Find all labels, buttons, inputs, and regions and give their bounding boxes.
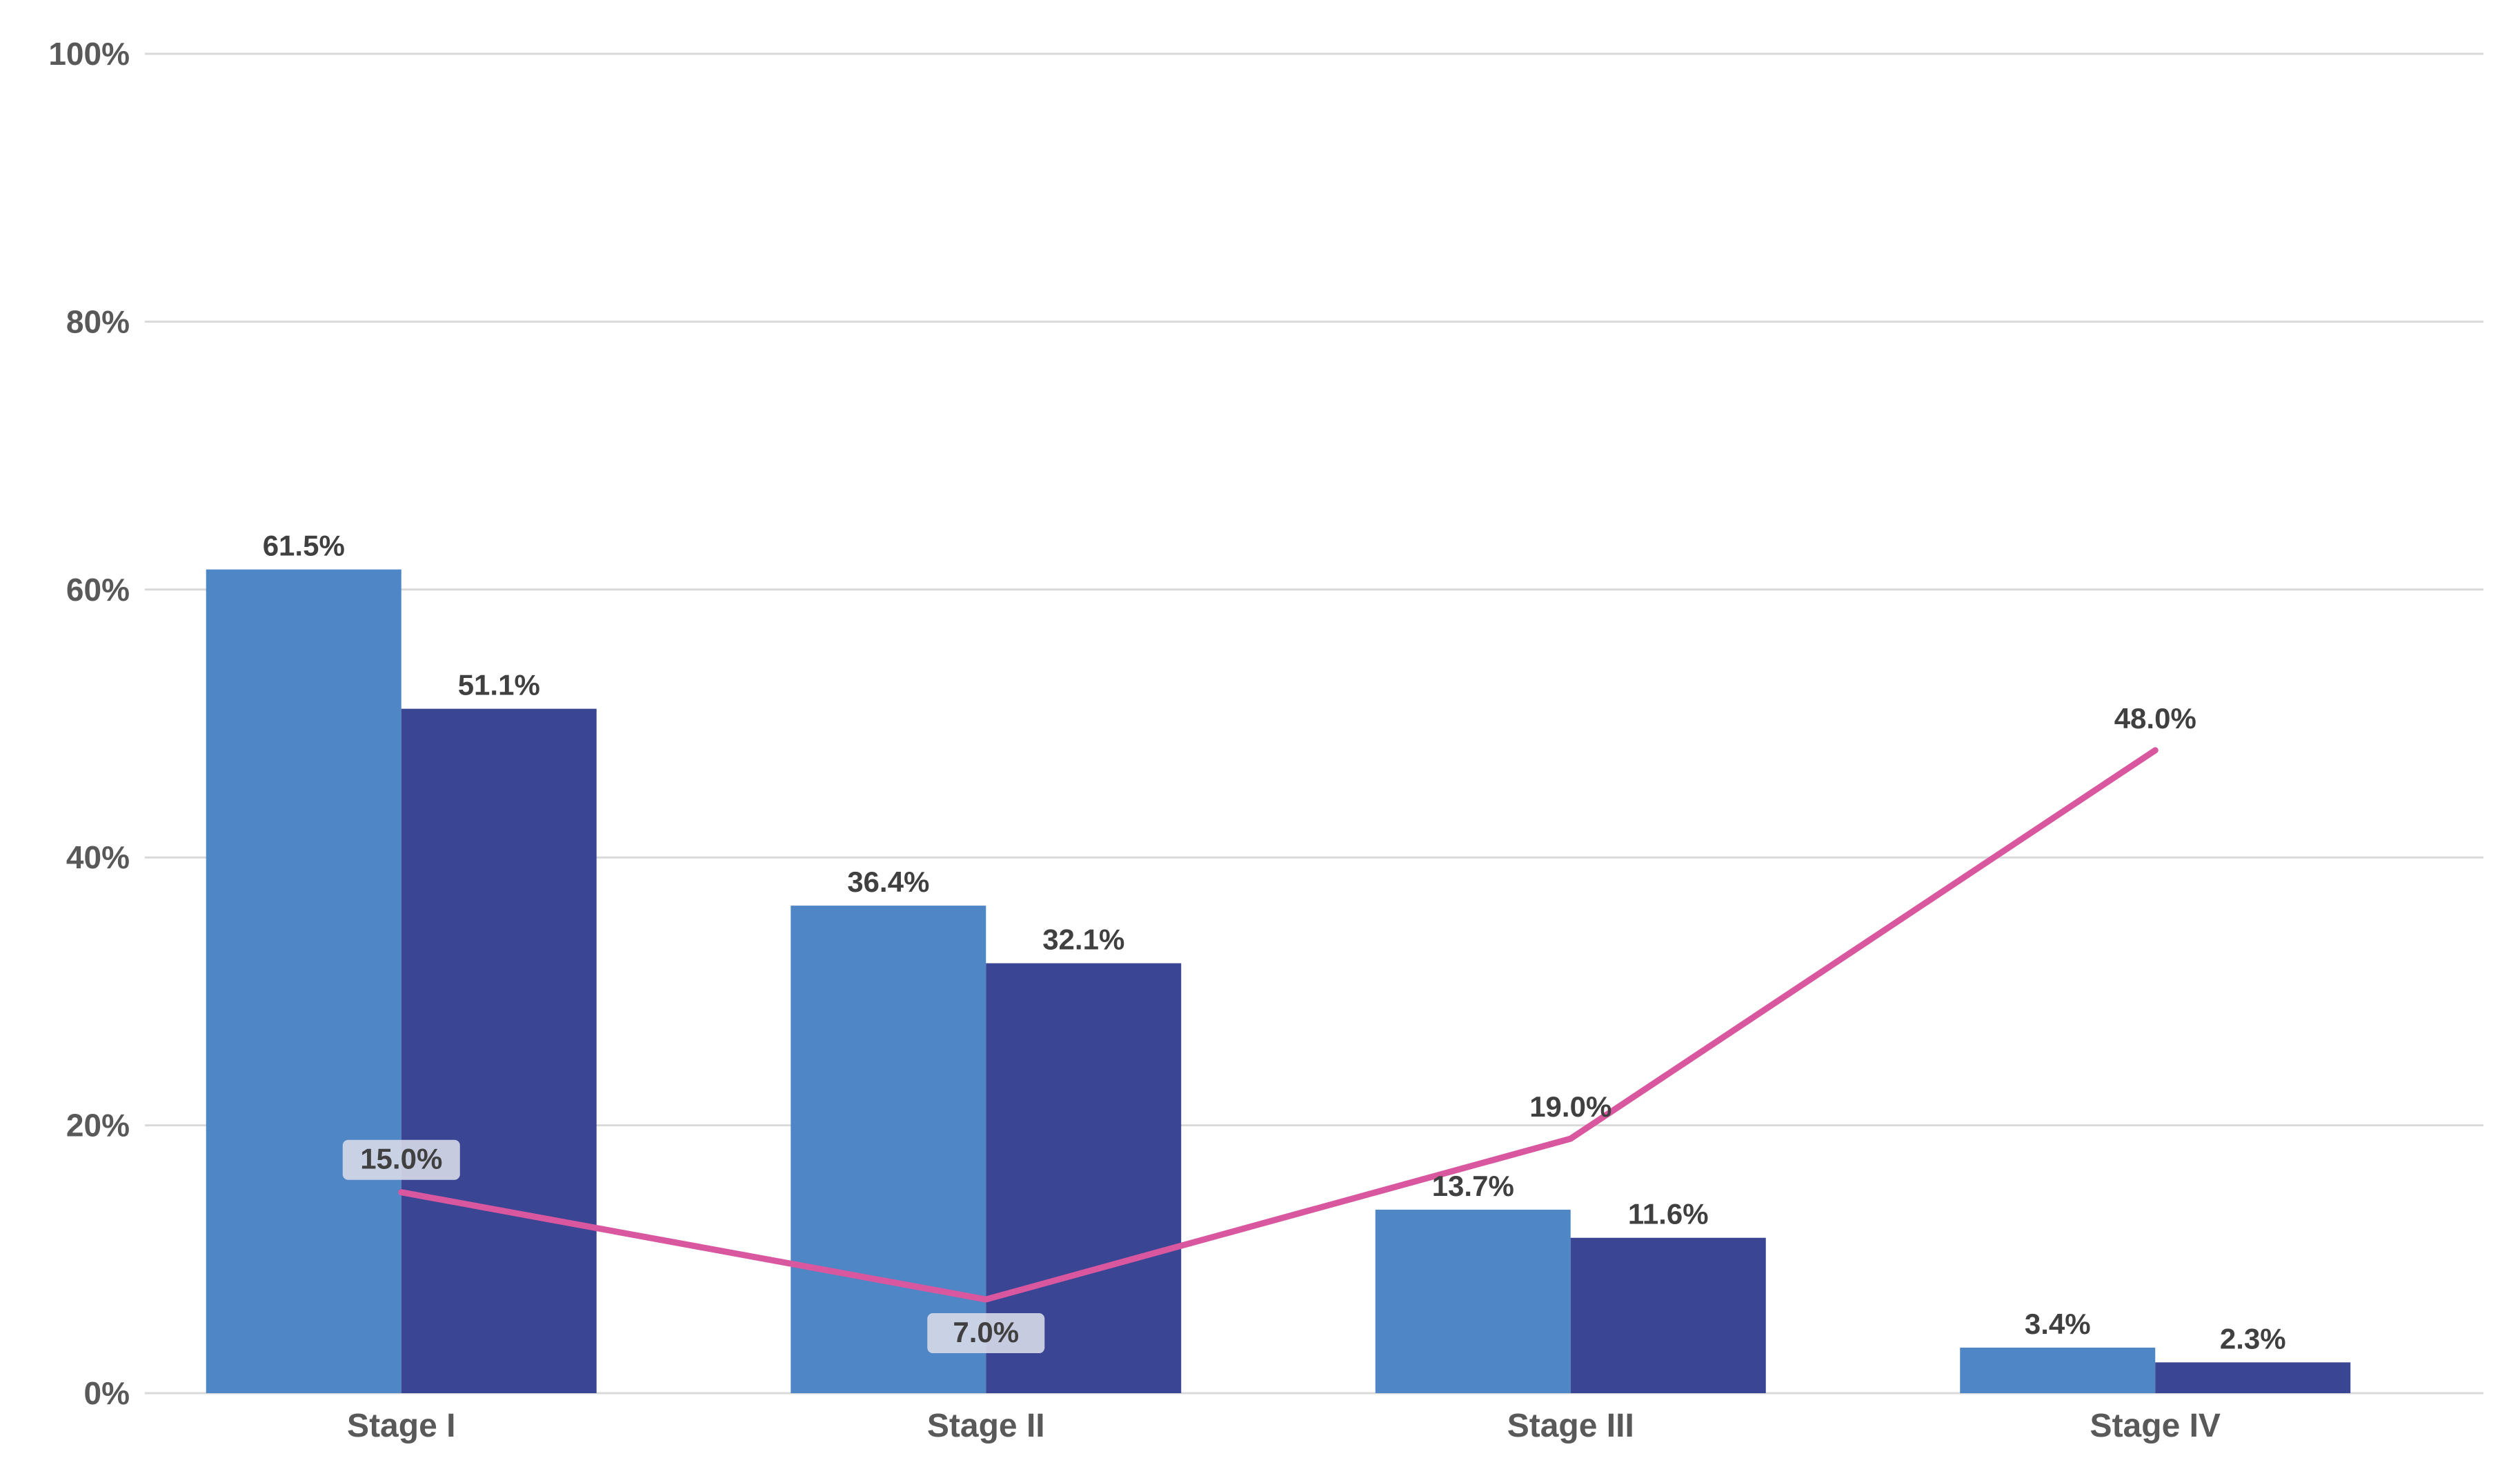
bar xyxy=(1960,1347,2156,1393)
line-label-background xyxy=(927,1313,1045,1354)
y-axis: 0% 20% 40% 60% 80% 100% xyxy=(48,36,130,1411)
y-tick-label: 80% xyxy=(66,303,130,339)
x-tick-label: Stage II xyxy=(927,1408,1045,1444)
y-tick-label: 100% xyxy=(48,36,130,72)
bar-value-label: 11.6% xyxy=(1628,1198,1709,1230)
y-tick-label: 40% xyxy=(66,839,130,875)
y-tick-label: 20% xyxy=(66,1108,130,1144)
bar xyxy=(1375,1209,1571,1393)
line-series xyxy=(398,747,2159,1303)
bar-value-label: 32.1% xyxy=(1042,923,1124,956)
bar xyxy=(1570,1237,1766,1393)
line-value-label: 7.0% xyxy=(953,1316,1019,1348)
data-labels: 61.5% 36.4% 13.7% 3.4% 51.1% 32.1% 11.6% 2.3% 15… xyxy=(263,530,2286,1355)
y-tick-label: 0% xyxy=(84,1375,130,1411)
bar xyxy=(206,569,401,1394)
bar-value-label: 3.4% xyxy=(2025,1308,2091,1340)
y-tick-label: 60% xyxy=(66,572,130,608)
bar-value-label: 61.5% xyxy=(263,530,345,562)
x-tick-label: Stage I xyxy=(347,1408,455,1444)
x-axis: Stage I Stage II Stage III Stage IV xyxy=(347,1408,2221,1444)
bar xyxy=(791,906,986,1393)
line-value-label: 19.0% xyxy=(1529,1090,1611,1123)
x-tick-label: Stage III xyxy=(1507,1408,1634,1444)
bar-value-label: 13.7% xyxy=(1432,1170,1514,1202)
line-value-label: 15.0% xyxy=(360,1143,442,1175)
x-tick-label: Stage IV xyxy=(2090,1408,2221,1444)
line-label-background xyxy=(342,1139,460,1180)
line-series-path xyxy=(398,747,2159,1303)
bar-value-label: 2.3% xyxy=(2220,1322,2286,1355)
bar-value-label: 36.4% xyxy=(847,866,929,898)
bar xyxy=(2155,1362,2351,1393)
line-value-label: 48.0% xyxy=(2114,702,2196,735)
bar xyxy=(401,708,597,1393)
bar-value-label: 51.1% xyxy=(458,669,540,701)
